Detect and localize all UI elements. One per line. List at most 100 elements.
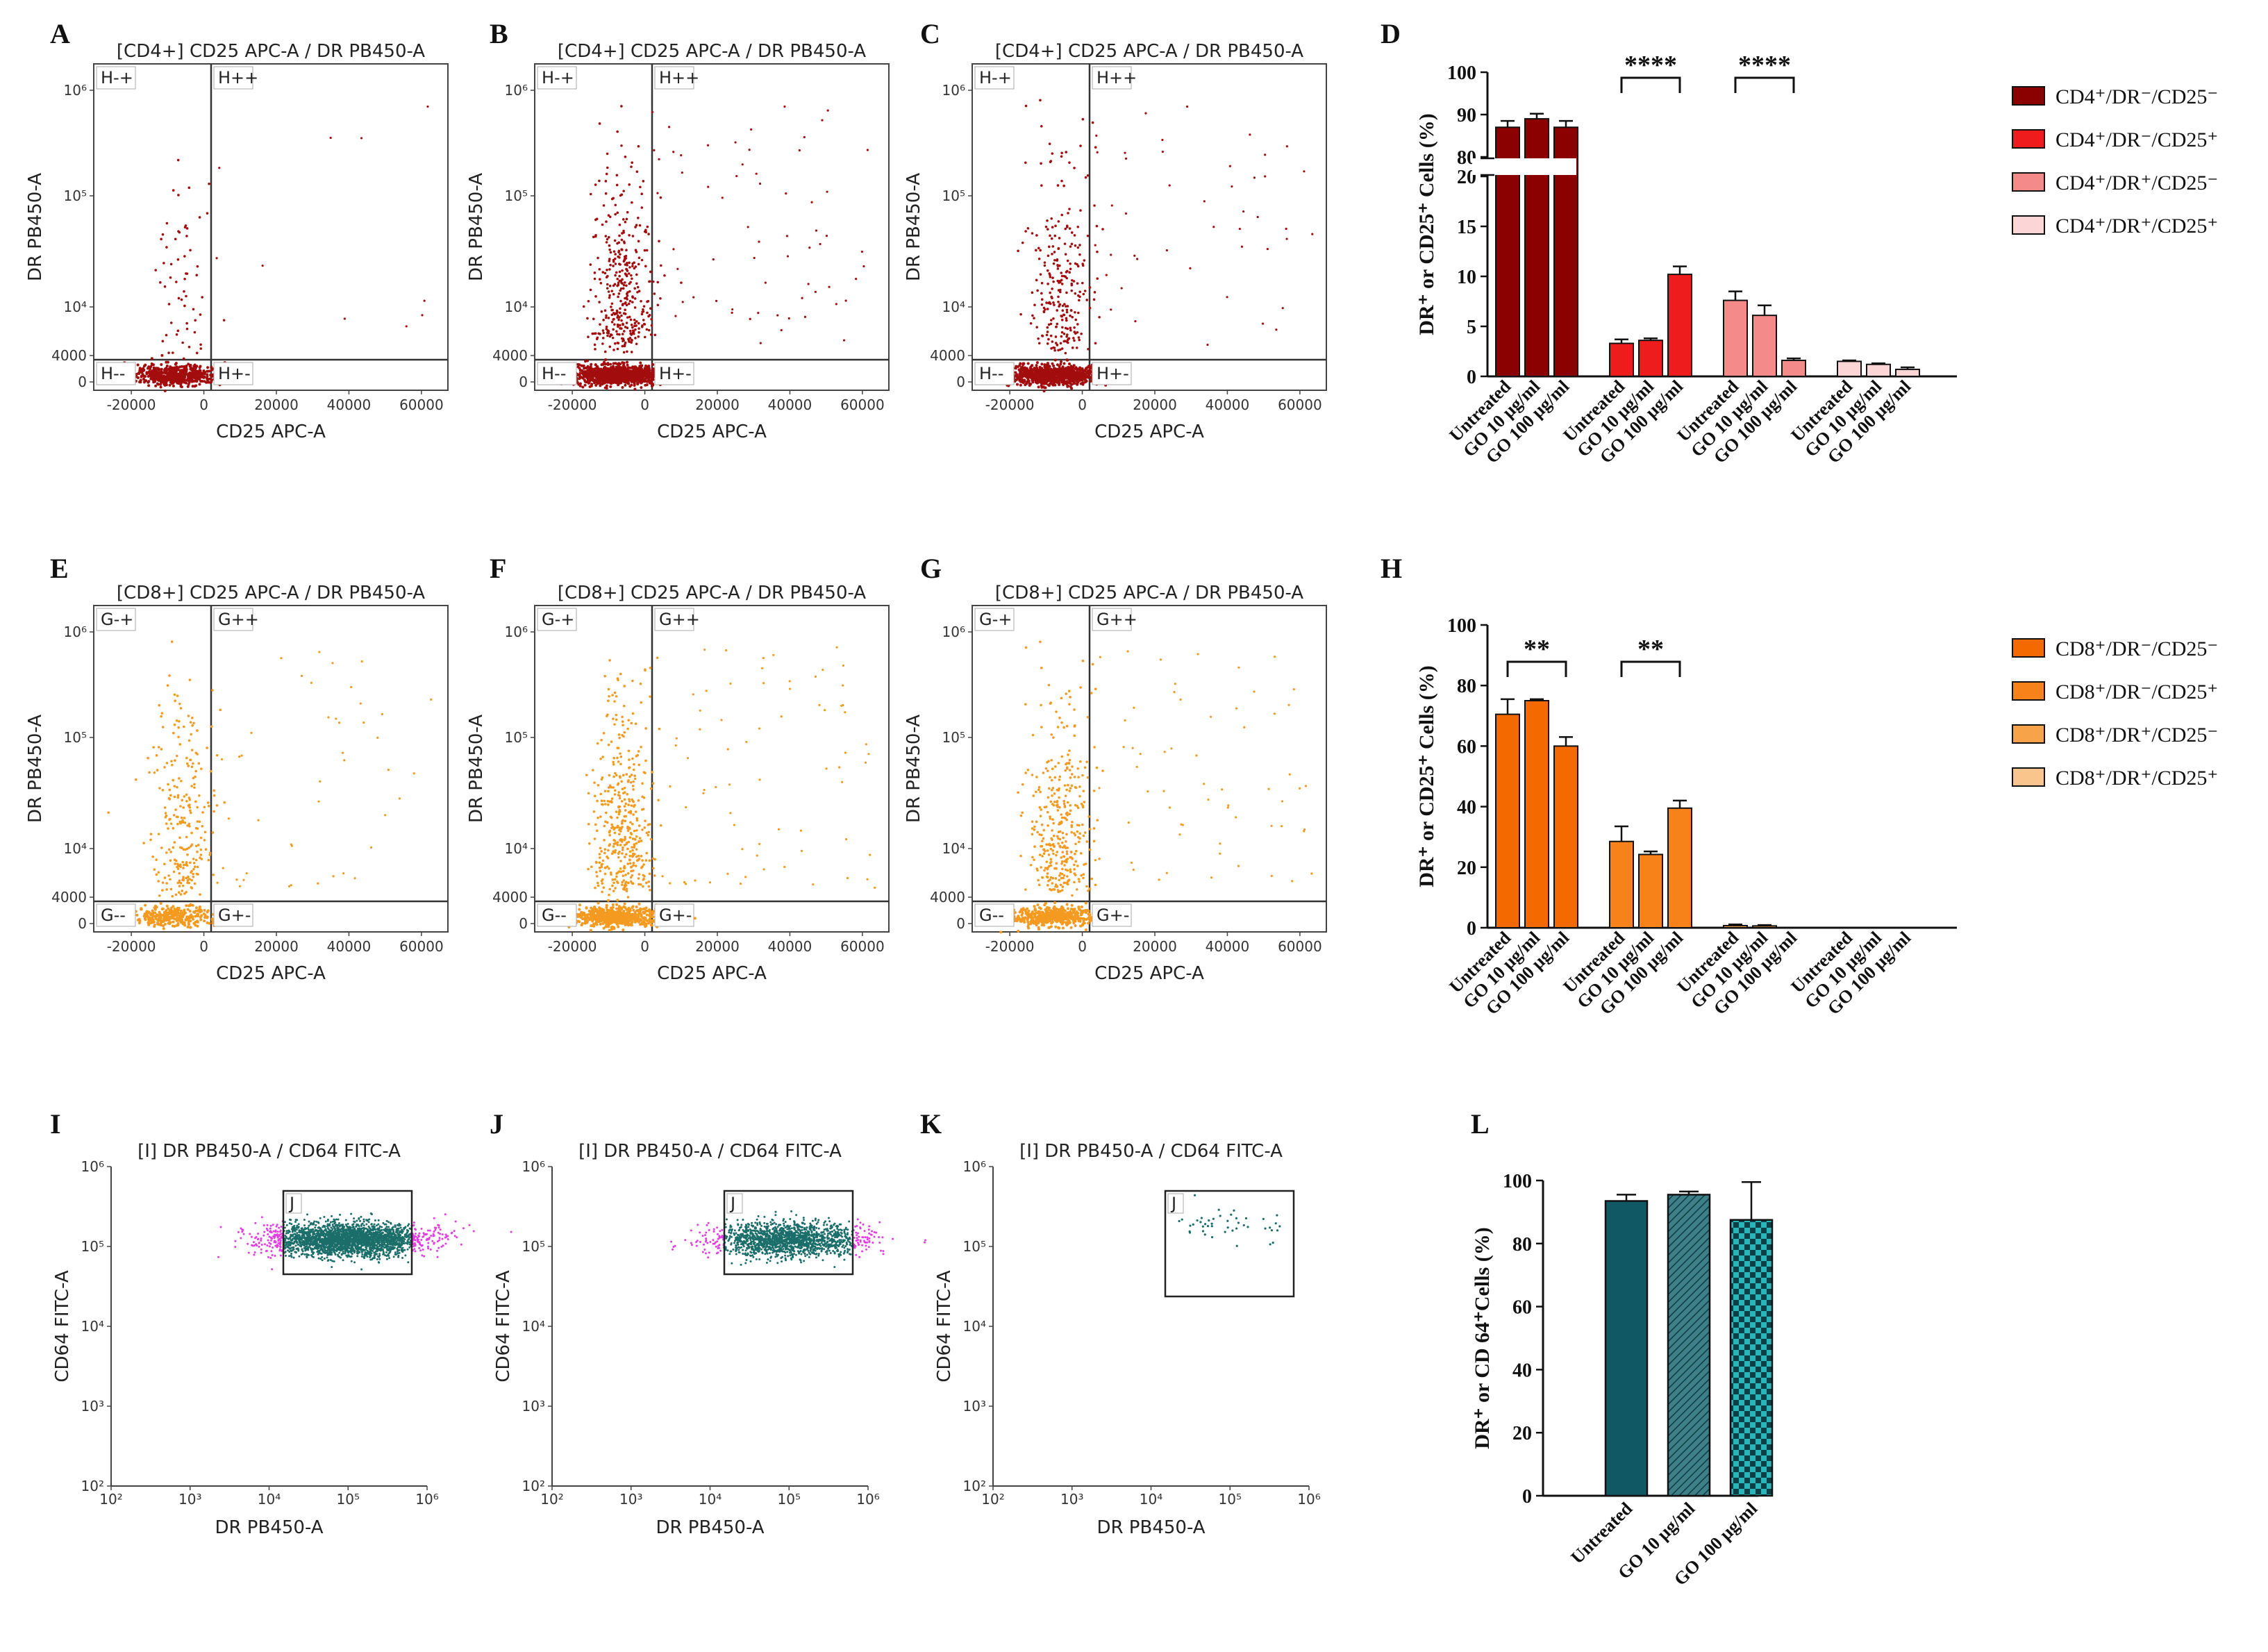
event-dot xyxy=(648,280,651,283)
event-dot xyxy=(199,848,203,851)
event-dot xyxy=(169,859,172,862)
event-dot xyxy=(632,861,635,865)
event-dot xyxy=(172,912,176,915)
event-dot xyxy=(613,342,617,345)
panel-letter-g: G xyxy=(920,553,942,584)
event-dot xyxy=(630,912,633,916)
event-dot xyxy=(164,812,167,815)
event-dot xyxy=(190,380,194,383)
event-dot xyxy=(165,372,169,376)
event-dot xyxy=(1044,369,1047,372)
event-dot xyxy=(185,793,188,796)
event-dot xyxy=(220,758,224,761)
event-dot xyxy=(608,834,612,837)
event-dot xyxy=(608,659,611,662)
panel-letter-e: E xyxy=(50,553,69,584)
event-dot xyxy=(1035,361,1039,365)
event-dot xyxy=(608,887,612,891)
event-dot xyxy=(605,314,608,317)
event-dot xyxy=(1054,224,1057,228)
event-dot xyxy=(618,316,621,319)
event-dot xyxy=(159,281,162,284)
event-dot xyxy=(210,725,213,728)
event-dot xyxy=(154,269,157,272)
event-dot xyxy=(144,914,148,917)
y-tick-label: 0 xyxy=(519,374,528,390)
event-dot xyxy=(616,342,619,344)
cd4-c-events xyxy=(986,99,1314,393)
event-dot xyxy=(194,800,197,803)
event-dot xyxy=(189,903,192,906)
event-dot xyxy=(629,821,632,824)
panel-letter-f: F xyxy=(490,553,506,584)
event-dot xyxy=(196,865,199,869)
event-dot xyxy=(149,833,153,835)
event-dot xyxy=(627,803,630,806)
event-dot xyxy=(1026,369,1029,372)
event-dot xyxy=(615,718,618,721)
event-dot xyxy=(1264,153,1267,156)
event-dot xyxy=(866,149,869,151)
event-dot xyxy=(601,329,605,332)
event-dot xyxy=(1046,374,1049,377)
event-dot xyxy=(187,796,191,799)
event-dot xyxy=(1051,226,1054,229)
event-dot xyxy=(636,369,640,372)
event-dot xyxy=(631,262,634,265)
event-dot xyxy=(608,260,611,262)
event-dot xyxy=(612,284,615,287)
event-dot xyxy=(1165,249,1168,252)
event-dot xyxy=(182,372,185,375)
event-dot xyxy=(603,872,607,876)
event-dot xyxy=(187,923,191,926)
event-dot xyxy=(178,376,181,380)
event-dot xyxy=(651,363,655,367)
quadrant-label: H-+ xyxy=(101,68,133,87)
event-dot xyxy=(617,255,619,258)
event-dot xyxy=(659,196,662,199)
event-dot xyxy=(174,374,178,378)
event-dot xyxy=(1049,334,1053,337)
event-dot xyxy=(1037,385,1040,389)
event-dot xyxy=(1037,380,1040,383)
event-dot xyxy=(185,381,188,385)
event-dot xyxy=(1051,245,1055,248)
event-dot xyxy=(606,268,608,272)
event-dot xyxy=(177,726,180,729)
event-dot xyxy=(619,906,623,910)
event-dot xyxy=(1095,134,1098,137)
event-dot xyxy=(185,756,188,760)
event-dot xyxy=(599,281,603,285)
event-dot xyxy=(620,380,624,383)
event-dot xyxy=(633,843,636,846)
event-dot xyxy=(1054,335,1058,338)
event-dot xyxy=(598,372,601,375)
event-dot xyxy=(179,821,182,825)
event-dot xyxy=(757,312,760,315)
event-dot xyxy=(618,223,622,226)
event-dot xyxy=(176,158,180,162)
event-dot xyxy=(617,373,621,376)
quadrant-label: G-- xyxy=(101,906,126,925)
event-dot xyxy=(1063,374,1067,377)
event-dot xyxy=(1084,176,1087,179)
event-dot xyxy=(611,878,615,881)
event-dot xyxy=(1060,283,1064,285)
event-dot xyxy=(607,849,610,852)
event-dot xyxy=(618,270,622,274)
event-dot xyxy=(592,915,595,919)
event-dot xyxy=(199,910,202,914)
event-dot xyxy=(161,789,165,792)
event-dot xyxy=(646,380,649,383)
event-dot xyxy=(1096,151,1099,153)
event-dot xyxy=(844,299,847,302)
event-dot xyxy=(180,378,183,381)
event-dot xyxy=(622,380,626,383)
event-dot xyxy=(633,297,637,300)
event-dot xyxy=(627,912,631,916)
event-dot xyxy=(578,372,582,375)
event-dot xyxy=(633,774,637,777)
event-dot xyxy=(1101,228,1104,231)
event-dot xyxy=(1046,308,1049,310)
event-dot xyxy=(1059,288,1062,292)
